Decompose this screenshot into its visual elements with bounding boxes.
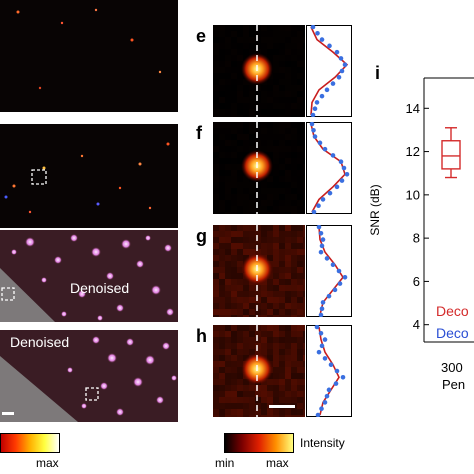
image-panel-a bbox=[0, 0, 178, 112]
zoom-image-e bbox=[213, 25, 305, 117]
snr-y-axis-label: SNR (dB) bbox=[368, 184, 382, 236]
zoom-image-f bbox=[213, 122, 305, 214]
snr-y-tick-label: 10 bbox=[406, 187, 420, 202]
intensity-colorbar-max-label: max bbox=[266, 456, 289, 470]
panel-b-image bbox=[4, 142, 170, 214]
panel-letter-h: h bbox=[196, 326, 207, 346]
panel-letter-e: e bbox=[196, 26, 207, 46]
image-panel-d: Denoised bbox=[0, 330, 178, 422]
panel-a-image bbox=[16, 8, 162, 90]
intensity-profile-e bbox=[306, 25, 352, 117]
intensity-colorbar-title: Intensity bbox=[300, 436, 345, 450]
snr-chart: 4 6 8 10 12 14 bbox=[406, 77, 474, 343]
panel-c-image bbox=[0, 230, 178, 322]
panel-letter-i: i bbox=[375, 63, 381, 83]
snr-x-tick-label: 300 bbox=[441, 360, 463, 375]
panel-letter-g: g bbox=[196, 226, 207, 246]
panel-c-overlay-label: Denoised bbox=[70, 280, 130, 296]
box-body bbox=[441, 140, 461, 170]
zoom-image-h bbox=[213, 325, 305, 417]
left-colorbar bbox=[0, 433, 60, 453]
snr-y-tick-label: 14 bbox=[406, 101, 420, 116]
snr-legend-entry-2: Deco bbox=[436, 325, 469, 341]
snr-y-tick-label: 8 bbox=[413, 231, 420, 246]
intensity-profile-g bbox=[306, 225, 352, 317]
intensity-profile-h bbox=[306, 325, 352, 417]
image-panel-b bbox=[0, 124, 178, 228]
snr-y-tick-label: 6 bbox=[413, 274, 420, 289]
zoom-image-g bbox=[213, 225, 305, 317]
intensity-colorbar bbox=[224, 433, 294, 453]
left-colorbar-max-label: max bbox=[36, 456, 59, 470]
snr-x-axis-label: Pen bbox=[442, 377, 466, 392]
snr-legend-entry-1: Deco bbox=[436, 303, 469, 319]
panel-letter-f: f bbox=[196, 123, 202, 143]
intensity-colorbar-min-label: min bbox=[215, 456, 235, 470]
snr-y-tick-label: 4 bbox=[413, 317, 420, 332]
panel-d-image bbox=[0, 330, 178, 422]
snr-y-tick-label: 12 bbox=[406, 144, 420, 159]
panel-d-overlay-label: Denoised bbox=[10, 334, 70, 350]
intensity-profile-f bbox=[306, 122, 352, 214]
image-panel-c: Denoised bbox=[0, 230, 178, 322]
